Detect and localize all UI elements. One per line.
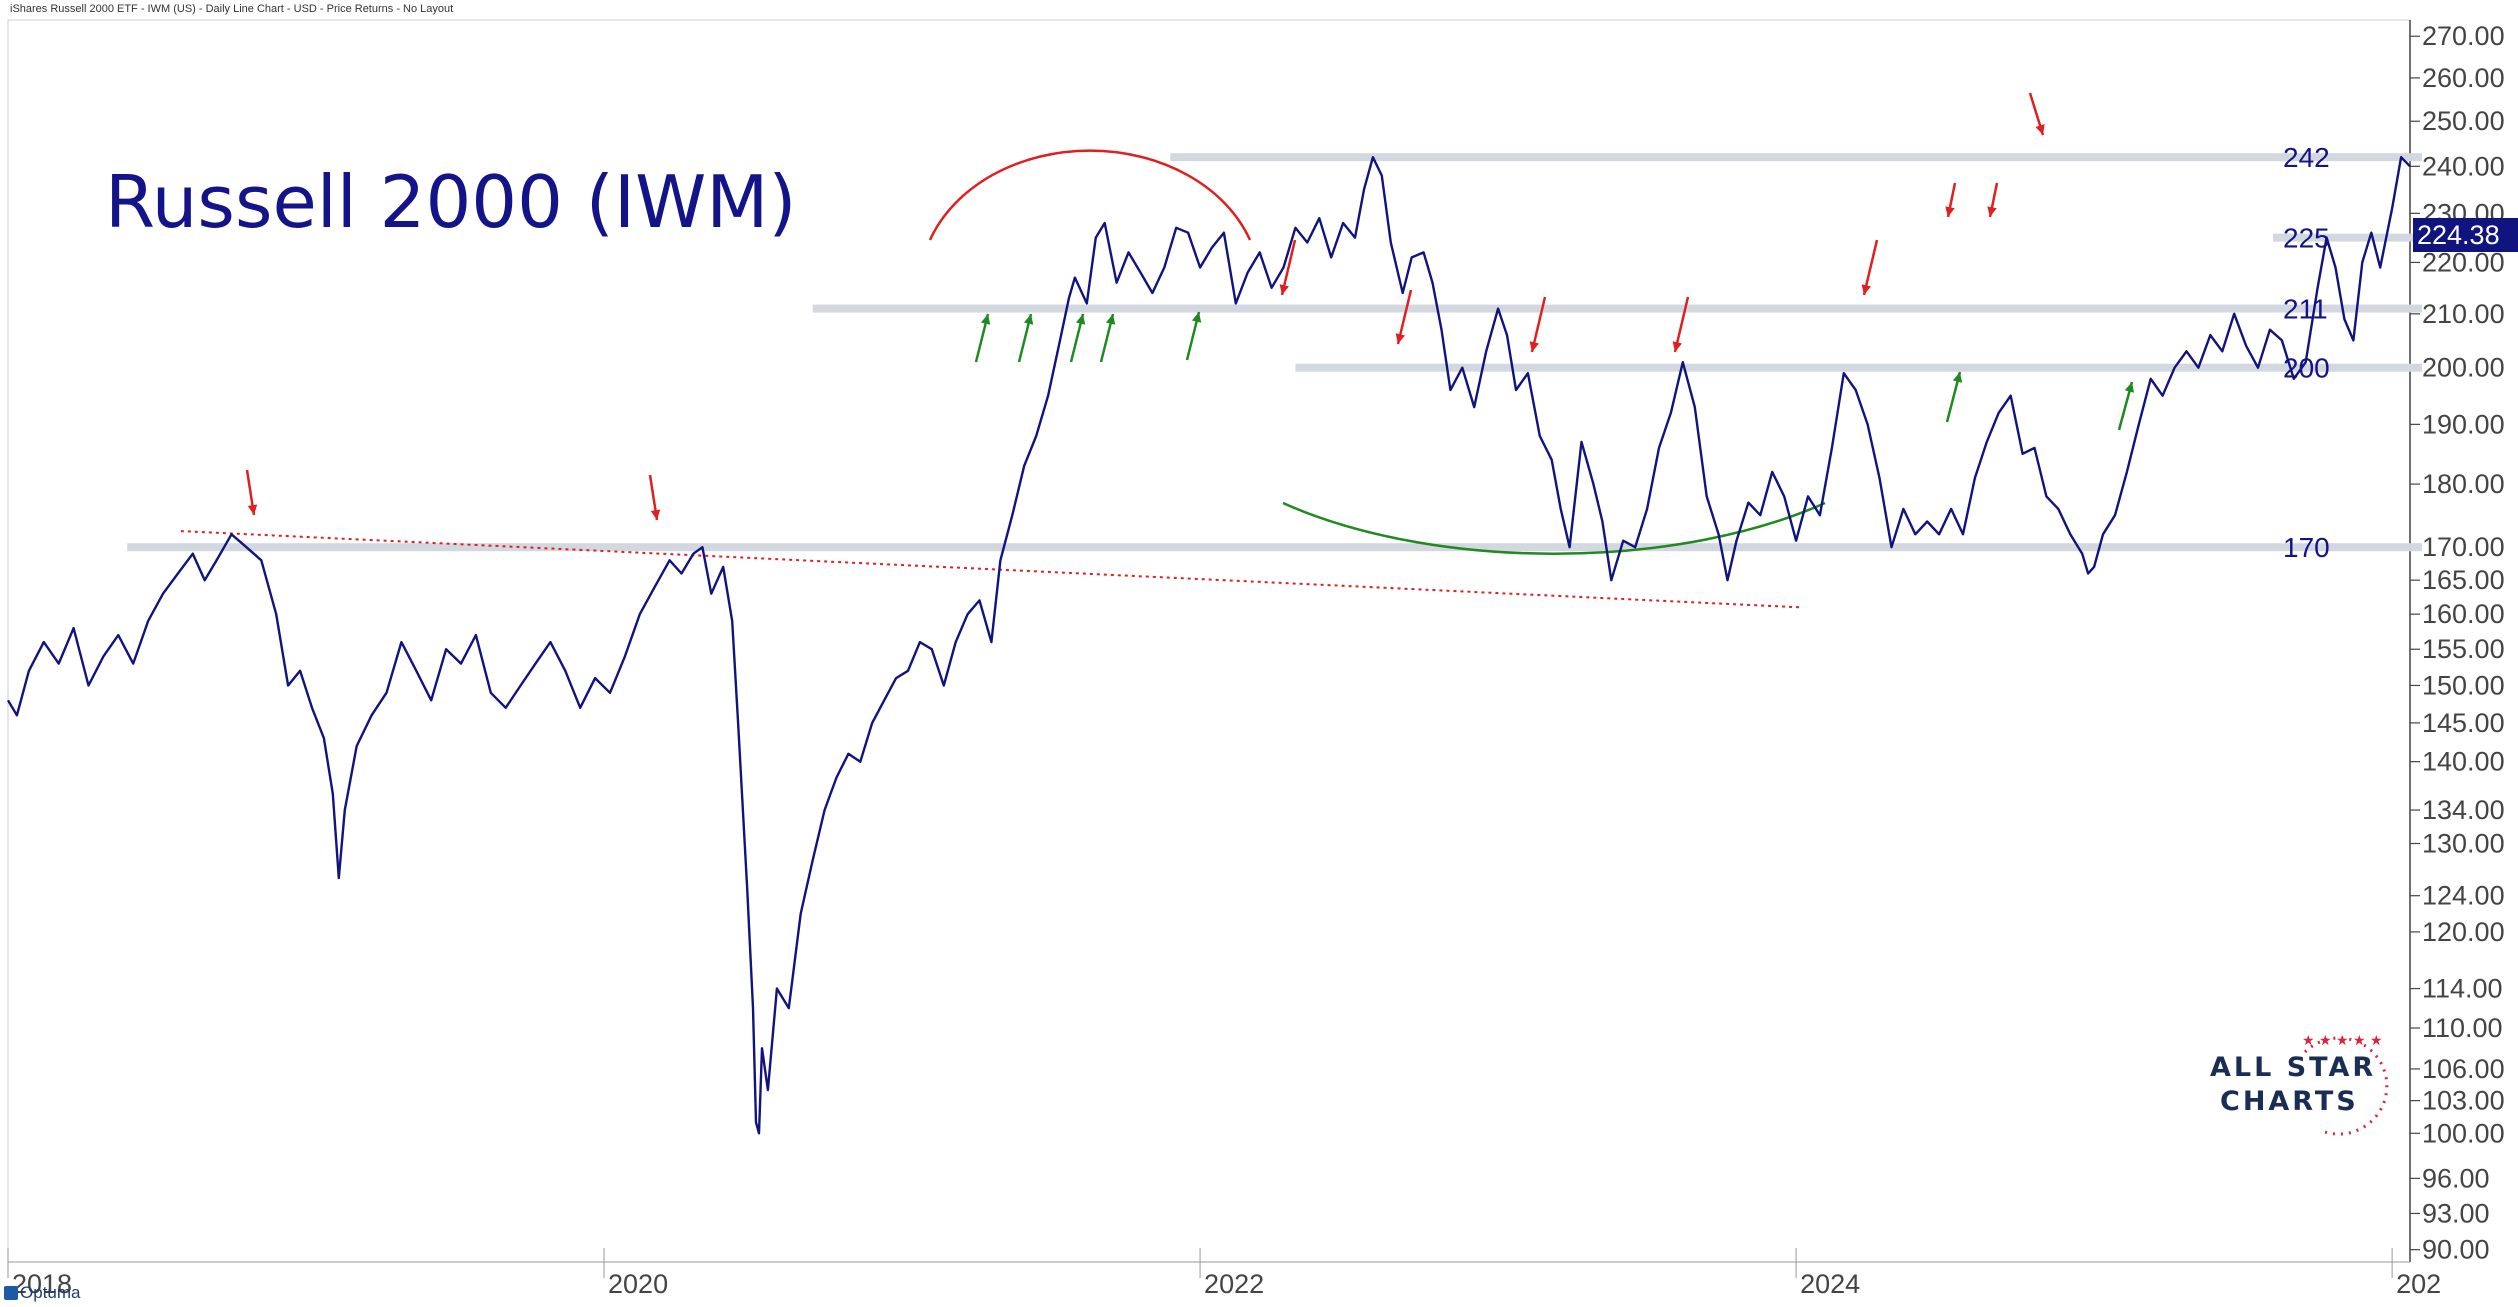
level-label: 211 [2283, 294, 2328, 325]
allstar-logo: ★ ★ ★ ★ ★ ALL STAR CHARTS [2195, 1030, 2425, 1140]
y-tick-label: 120.00 [2422, 917, 2505, 947]
y-tick-label: 145.00 [2422, 708, 2505, 738]
level-band [2272, 233, 2422, 242]
green-arrow-head [1075, 314, 1086, 325]
level-label: 170 [2283, 532, 2330, 563]
level-label: 242 [2283, 142, 2330, 173]
bottom-arc [1282, 501, 1826, 555]
y-tick-label: 220.00 [2422, 247, 2505, 277]
last-price-badge: 224.38 [2413, 218, 2518, 252]
y-tick-label: 150.00 [2422, 670, 2505, 700]
y-tick-label: 200.00 [2422, 353, 2505, 383]
svg-text:★ ★ ★ ★ ★: ★ ★ ★ ★ ★ [2302, 1033, 2383, 1049]
x-tick-label: 2018 [12, 1269, 72, 1299]
red-arrow-head [1395, 333, 1405, 344]
red-arrow-head [1945, 206, 1955, 217]
y-tick-label: 130.00 [2422, 829, 2505, 859]
x-tick-label: 2024 [1800, 1269, 1860, 1299]
red-arrow-head [1529, 341, 1539, 352]
trendline-dotted [180, 530, 1800, 609]
red-arrow-head [1279, 284, 1289, 295]
x-tick-label: 2020 [608, 1269, 668, 1299]
y-tick-label: 124.00 [2422, 881, 2505, 911]
y-tick-label: 103.00 [2422, 1086, 2505, 1116]
x-tick-label: 202 [2396, 1269, 2441, 1299]
red-arrow-head [247, 504, 258, 515]
red-arrow-head [1672, 341, 1682, 352]
y-tick-label: 90.00 [2422, 1235, 2490, 1265]
level-band [1170, 153, 2422, 162]
optuma-label: Optuma [20, 1283, 81, 1302]
y-tick-label: 250.00 [2422, 106, 2505, 136]
chart-header: iShares Russell 2000 ETF - IWM (US) - Da… [10, 3, 454, 15]
level-band [812, 304, 2422, 313]
y-tick-label: 190.00 [2422, 409, 2505, 439]
red-arrow-head [1987, 206, 1997, 217]
logo-line1: ALL STAR [2210, 1052, 2377, 1083]
green-arrow-head [1105, 314, 1116, 325]
y-tick-label: 114.00 [2422, 974, 2503, 1004]
chart-title: Russell 2000 (IWM) [105, 160, 797, 244]
level-label: 225 [2283, 223, 2330, 254]
y-tick-label: 140.00 [2422, 747, 2505, 777]
optuma-logo-icon [4, 1286, 18, 1300]
y-tick-label: 93.00 [2422, 1198, 2490, 1228]
y-tick-label: 180.00 [2422, 469, 2505, 499]
star-ring-icon: ★ ★ ★ ★ ★ [2302, 1033, 2389, 1136]
green-arrow-head [1023, 314, 1034, 325]
top-arc [928, 149, 1252, 241]
x-tick-label: 2022 [1204, 1269, 1264, 1299]
y-tick-label: 240.00 [2422, 151, 2505, 181]
logo-line2: CHARTS [2220, 1086, 2359, 1117]
price-line [6, 155, 2411, 1135]
y-tick-label: 170.00 [2422, 532, 2505, 562]
y-tick-label: 96.00 [2422, 1163, 2490, 1193]
green-arrow-head [2124, 382, 2135, 393]
green-arrow-head [1952, 372, 1963, 383]
green-arrow-head [1191, 312, 1202, 323]
y-tick-label: 165.00 [2422, 565, 2505, 595]
y-tick-label: 160.00 [2422, 599, 2505, 629]
level-band [1295, 363, 2422, 372]
y-tick-label: 155.00 [2422, 634, 2505, 664]
y-tick-label: 134.00 [2422, 795, 2505, 825]
red-arrow-head [1861, 284, 1871, 295]
y-tick-label: 210.00 [2422, 299, 2505, 329]
red-arrow-head [2035, 124, 2045, 135]
green-arrow-head [980, 314, 991, 325]
level-band [127, 543, 2422, 552]
y-tick-label: 106.00 [2422, 1054, 2505, 1084]
y-tick-label: 270.00 [2422, 21, 2505, 51]
optuma-footer: Optuma [4, 1283, 80, 1303]
y-tick-label: 100.00 [2422, 1118, 2505, 1148]
y-tick-label: 110.00 [2422, 1013, 2503, 1043]
y-tick-label: 260.00 [2422, 63, 2505, 93]
red-arrow-head [650, 509, 661, 520]
